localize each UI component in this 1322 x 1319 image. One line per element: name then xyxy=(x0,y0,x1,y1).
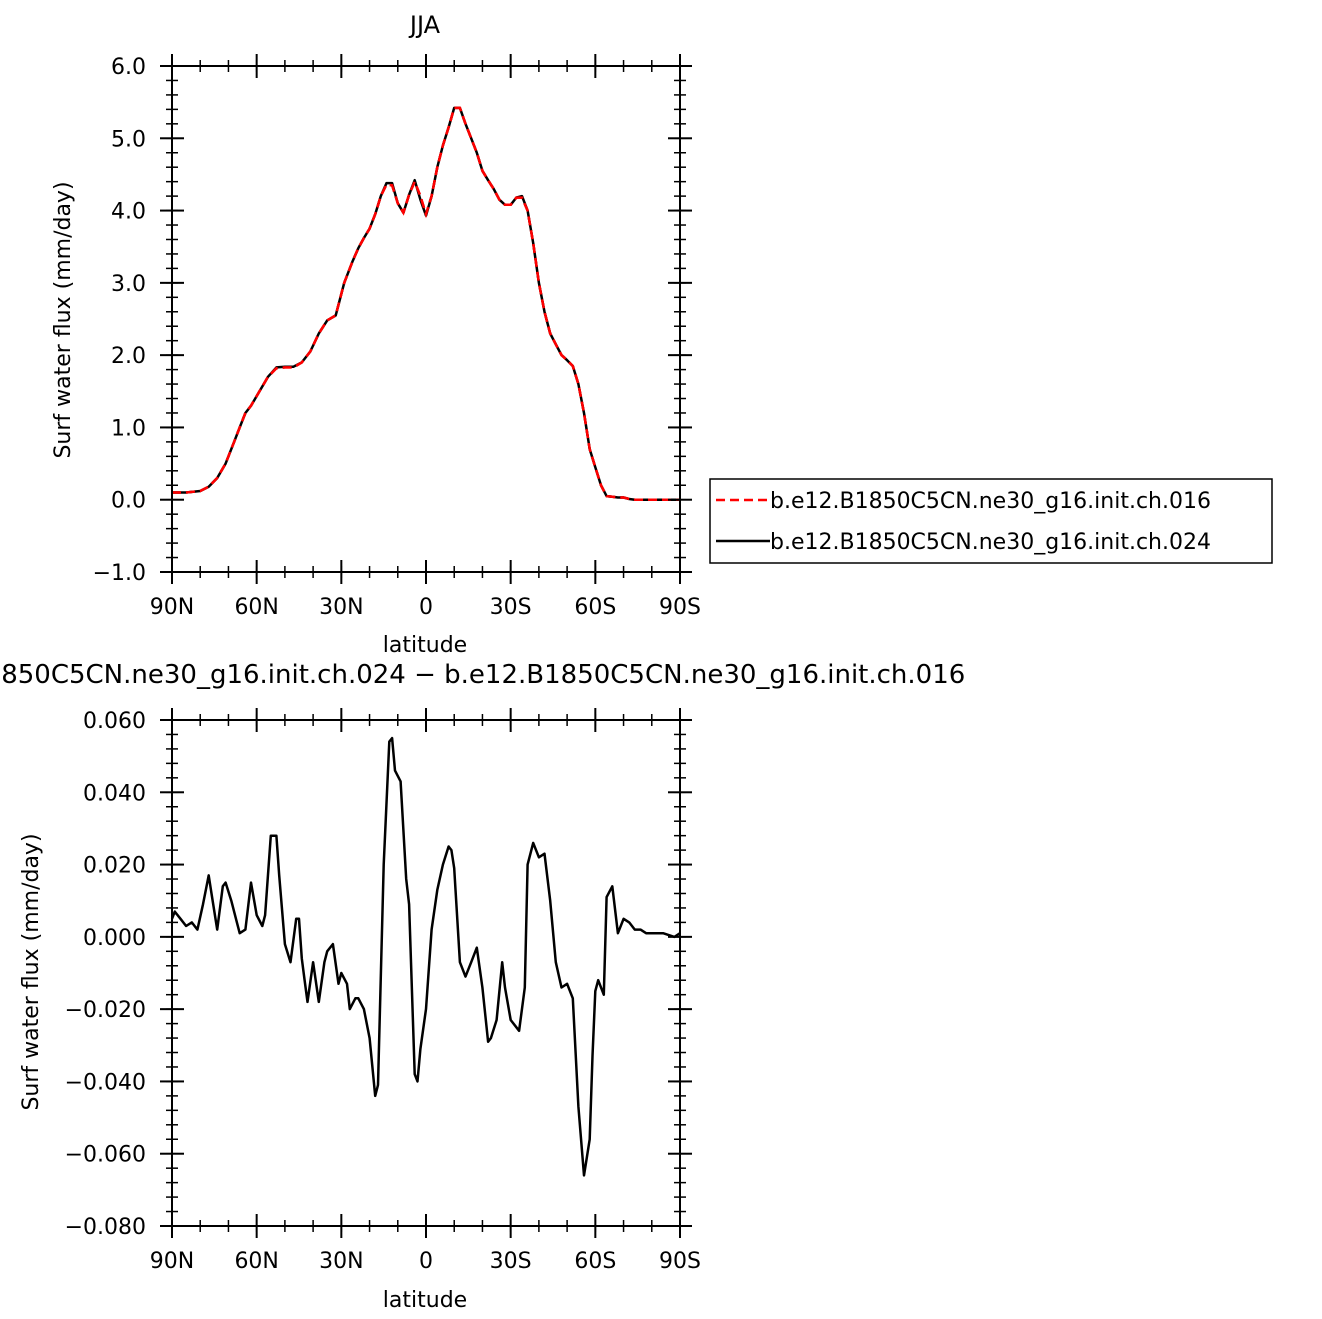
bottom-y-tick-label: 0.060 xyxy=(83,709,146,734)
top-y-tick-label: 4.0 xyxy=(111,200,146,225)
top-y-tick-label: 3.0 xyxy=(111,272,146,297)
bottom-x-axis-label: latitude xyxy=(383,1288,467,1313)
bottom-y-tick-label: −0.060 xyxy=(65,1143,146,1168)
bottom-series-line-0 xyxy=(170,736,681,1177)
top-y-tick-label: 0.0 xyxy=(111,489,146,514)
bottom-x-tick-label: 30N xyxy=(319,1249,363,1274)
top-x-tick-label: 30N xyxy=(319,595,363,620)
top-chart-title: JJA xyxy=(408,11,441,39)
top-y-tick-label: −1.0 xyxy=(93,561,146,586)
bottom-y-tick-label: 0.040 xyxy=(83,781,146,806)
bottom-y-tick-label: −0.040 xyxy=(65,1070,146,1095)
top-series-line-1 xyxy=(172,106,680,501)
bottom-x-tick-label: 30S xyxy=(490,1249,532,1274)
top-x-tick-label: 60S xyxy=(574,595,616,620)
legend-entry-024: b.e12.B1850C5CN.ne30_g16.init.ch.024 xyxy=(770,530,1211,555)
bottom-y-tick-label: 0.020 xyxy=(83,854,146,879)
top-y-tick-label: 1.0 xyxy=(111,416,146,441)
top-y-axis-label: Surf water flux (mm/day) xyxy=(51,181,76,458)
bottom-chart-title: b.e12.B1850C5CN.ne30_g16.init.ch.024 − b… xyxy=(0,660,965,690)
top-x-tick-label: 0 xyxy=(419,595,433,620)
bottom-y-tick-label: 0.000 xyxy=(83,926,146,951)
top-y-tick-label: 5.0 xyxy=(111,127,146,152)
top-x-tick-label: 30S xyxy=(490,595,532,620)
top-y-tick-label: 2.0 xyxy=(111,344,146,369)
bottom-panel: b.e12.B1850C5CN.ne30_g16.init.ch.024 − b… xyxy=(0,660,965,1313)
bottom-x-tick-label: 90N xyxy=(150,1249,194,1274)
top-series-line-overlay xyxy=(172,106,680,501)
bottom-y-tick-label: −0.080 xyxy=(65,1215,146,1240)
top-plot-area: 90N 60N 30N 0 30S 60S 90S −1.0 0.0 1.0 2.0 3.0 4.0 5.… xyxy=(93,54,701,620)
top-series-line-0 xyxy=(172,106,680,501)
bottom-x-tick-label: 0 xyxy=(419,1249,433,1274)
legend: b.e12.B1850C5CN.ne30_g16.init.ch.016 b.e… xyxy=(709,478,1273,564)
bottom-y-axis-label: Surf water flux (mm/day) xyxy=(19,833,44,1110)
top-x-axis-label: latitude xyxy=(383,633,467,658)
bottom-x-tick-label: 90S xyxy=(659,1249,701,1274)
top-x-tick-label: 90N xyxy=(150,595,194,620)
legend-entry-016: b.e12.B1850C5CN.ne30_g16.init.ch.016 xyxy=(770,489,1211,514)
top-panel: JJA 90N 60N 30N 0 30S 60S 90S −1.0 0.0 1.0 2.0 3.0 4… xyxy=(51,11,701,658)
bottom-plot-area: 90N 60N 30N 0 30S 60S 90S −0.080 −0.060 −0.040 −0.… xyxy=(65,708,701,1274)
legend-box xyxy=(709,478,1273,564)
top-x-tick-label: 90S xyxy=(659,595,701,620)
top-x-tick-label: 60N xyxy=(234,595,278,620)
bottom-y-tick-label: −0.020 xyxy=(65,998,146,1023)
top-plot-frame xyxy=(171,65,681,573)
bottom-x-tick-label: 60S xyxy=(574,1249,616,1274)
top-y-tick-label: 6.0 xyxy=(111,55,146,80)
bottom-x-tick-label: 60N xyxy=(234,1249,278,1274)
